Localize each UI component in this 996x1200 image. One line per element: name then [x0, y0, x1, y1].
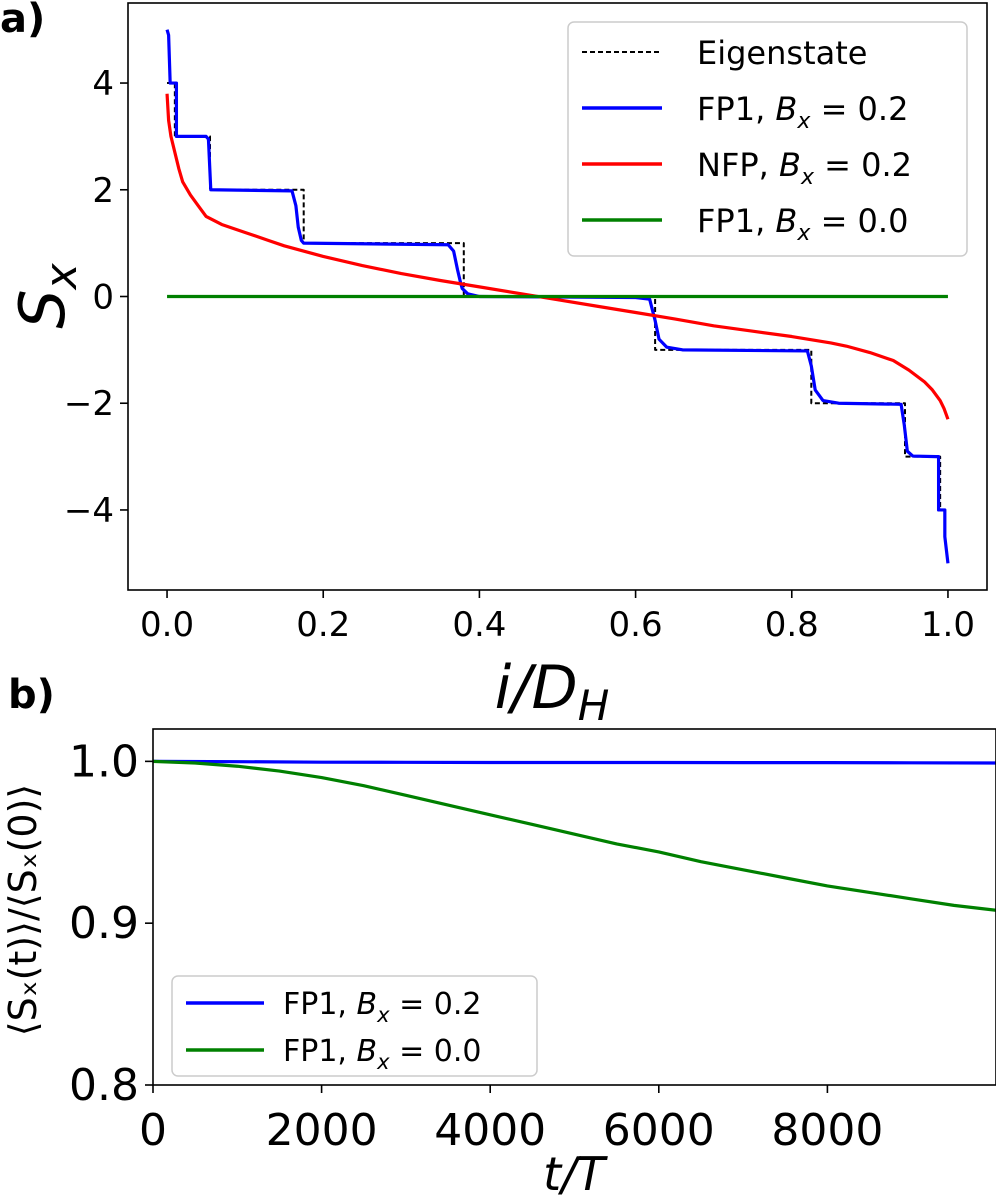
panel-b-x-ticks: 0 2000 4000 6000 8000: [139, 1085, 883, 1156]
panel-a-x-tick-label: 0.6: [609, 605, 663, 645]
panel-b-series-fp1-b-0-0: [152, 759, 996, 912]
panel-b-x-tick-label: 8000: [771, 1105, 883, 1156]
panel-b-y-tick-label: 1.0: [69, 736, 139, 787]
panel-a-y-tick-label: 2: [92, 171, 114, 211]
panel-a-x-tick-label: 0.8: [765, 605, 819, 645]
panel-b-y-tick-label: 0.9: [69, 898, 139, 949]
panel-a-legend-frame: [567, 21, 968, 257]
panel-b-plot-area: [152, 728, 996, 1086]
panel-a-label: a): [0, 0, 45, 42]
panel-b-x-axis-label: t/T: [543, 1147, 609, 1196]
panel-b-y-tick-label: 0.8: [69, 1060, 139, 1111]
panel-b-x-tick-label: 0: [139, 1105, 167, 1156]
panel-b-y-ticks: 1.0 0.9 0.8: [69, 736, 153, 1111]
panel-a-x-axis-label: i/DH: [495, 653, 610, 730]
panel-a-y-axis-label: Sx: [6, 262, 87, 328]
panel-a-x-tick-label: 0.2: [296, 605, 350, 645]
panel-a-y-ticks: 4 2 0 −2 −4: [64, 64, 128, 531]
legend-fp1-bx02-label: FP1, Bx = 0.2: [697, 90, 908, 134]
panel-a-x-tick-label: 1.0: [921, 605, 975, 645]
panel-a-x-ticks: 0.0 0.2 0.4 0.6 0.8 1.0: [140, 590, 975, 645]
panel-b-x-tick-label: 6000: [603, 1105, 715, 1156]
panel-b-legend: FP1, Bx = 0.2 FP1, Bx = 0.0: [171, 975, 538, 1077]
panel-a-y-tick-label: 4: [92, 64, 114, 104]
panel-a-legend: Eigenstate FP1, Bx = 0.2 NFP, Bx = 0.2 F…: [567, 21, 968, 257]
panel-a-series-nfp-b-0-2: [165, 93, 950, 420]
legend-fp1-bx00-label: FP1, Bx = 0.0: [697, 202, 908, 246]
panel-b-axes-frame: [152, 728, 996, 1086]
panel-b-x-tick-label: 2000: [266, 1105, 378, 1156]
legend-b-fp1-bx00-label: FP1, Bx = 0.0: [283, 1034, 481, 1074]
panel-b-x-tick-label: 4000: [434, 1105, 546, 1156]
panel-b-y-axis-label: ⟨Sₓ(t)⟩/⟨Sₓ(0)⟩: [1, 784, 45, 1036]
legend-nfp-bx02-label: NFP, Bx = 0.2: [697, 146, 912, 190]
panel-a-y-tick-label: −2: [64, 384, 114, 424]
panel-a-y-tick-label: −4: [64, 491, 114, 531]
panel-a-x-tick-label: 0.0: [140, 605, 194, 645]
panel-b-label: b): [8, 672, 55, 718]
legend-eigenstate-label: Eigenstate: [697, 34, 867, 72]
panel-a-y-tick-label: 0: [92, 278, 114, 318]
panel-b-series-fp1-b-0-2: [152, 759, 996, 765]
legend-b-fp1-bx02-label: FP1, Bx = 0.2: [283, 987, 481, 1027]
panel-a-plot-area: [127, 2, 988, 591]
panel-a-x-tick-label: 0.4: [452, 605, 506, 645]
